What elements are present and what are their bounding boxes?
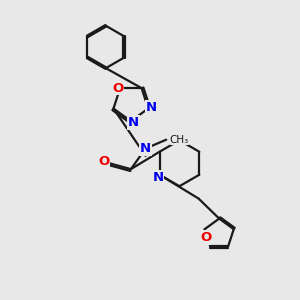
Text: N: N <box>152 171 164 184</box>
Text: O: O <box>112 82 123 94</box>
Text: N: N <box>140 142 151 155</box>
Text: O: O <box>200 231 211 244</box>
Text: O: O <box>98 155 110 168</box>
Text: N: N <box>128 116 140 129</box>
Text: CH₃: CH₃ <box>170 135 189 145</box>
Text: N: N <box>146 100 157 114</box>
